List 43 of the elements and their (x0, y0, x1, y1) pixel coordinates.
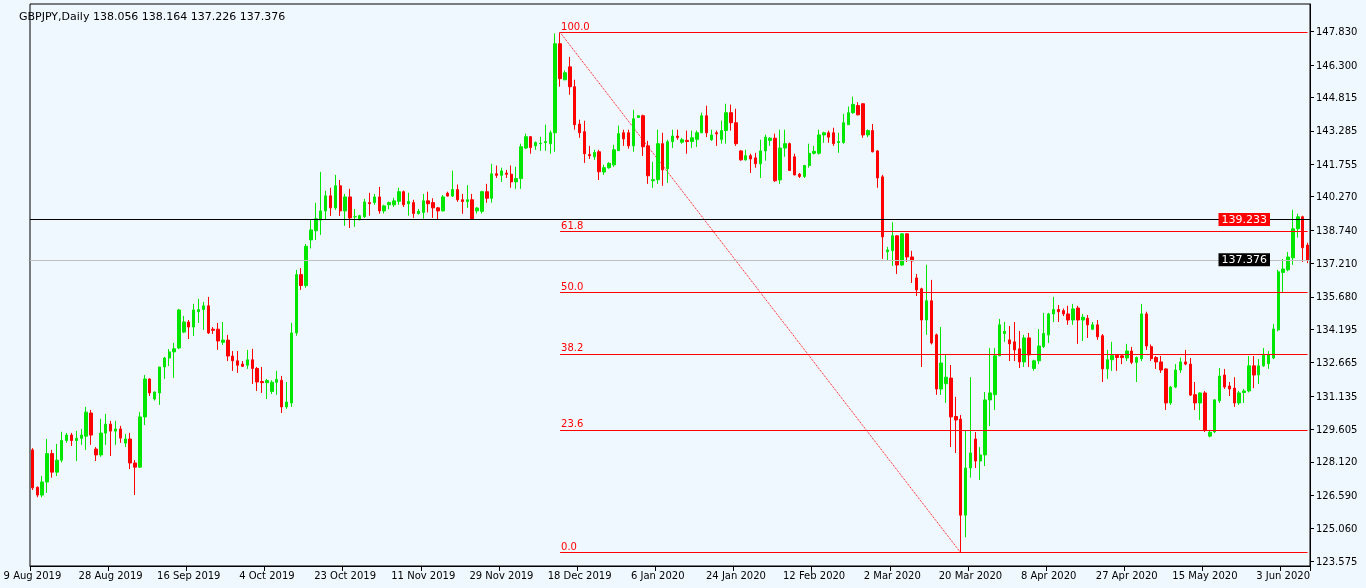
y-tick-label: 132.665 (1316, 357, 1358, 369)
ref-line-label: 137.376 (1221, 253, 1267, 267)
y-tick-label: 147.830 (1316, 26, 1358, 38)
annotation: 38.2 (561, 342, 584, 354)
x-tick-label: 20 Mar 2020 (938, 569, 1003, 581)
y-tick-label: 131.135 (1316, 390, 1358, 402)
y-tick-label: 144.815 (1316, 92, 1358, 104)
x-tick-label: 8 Apr 2020 (1020, 569, 1077, 581)
x-tick-label: 3 Jun 2020 (1256, 569, 1311, 581)
y-tick-label: 141.755 (1316, 158, 1358, 170)
y-tick-label: 128.120 (1316, 456, 1358, 468)
y-tick-label: 146.300 (1316, 59, 1358, 71)
y-tick-label: 134.195 (1316, 323, 1358, 335)
x-tick-label: 12 Feb 2020 (783, 569, 846, 581)
text: GBPJPY,Daily 138.056 138.164 137.226 137.376 (19, 10, 286, 23)
y-tick-label: 126.590 (1316, 489, 1358, 501)
y-tick-label: 137.210 (1316, 258, 1358, 269)
y-tick-label: 125.060 (1316, 523, 1358, 535)
x-tick-label: 29 Nov 2019 (469, 569, 534, 581)
ref-line-label: 139.233 (1221, 212, 1267, 226)
x-tick-label: 6 Jan 2020 (630, 569, 685, 581)
y-tick-label: 138.740 (1316, 224, 1358, 236)
y-tick-label: 129.605 (1316, 423, 1358, 435)
annotation: 50.0 (561, 281, 584, 293)
y-tick-label: 143.285 (1316, 125, 1358, 137)
annotation: 23.6 (561, 418, 584, 430)
annotation: 100.0 (561, 20, 590, 32)
y-tick-label: 140.270 (1316, 191, 1358, 203)
x-tick-label: 23 Oct 2019 (314, 569, 377, 581)
x-tick-label: 18 Dec 2019 (547, 569, 612, 581)
x-tick-label: 2 Mar 2020 (863, 569, 921, 581)
x-tick-label: 15 May 2020 (1172, 569, 1238, 581)
x-tick-label: 28 Aug 2019 (78, 569, 143, 581)
x-tick-label: 24 Jan 2020 (705, 569, 766, 581)
y-tick-label: 135.680 (1316, 291, 1358, 303)
x-tick-label: 16 Sep 2019 (157, 569, 221, 581)
annotation: 61.8 (561, 219, 584, 231)
x-tick-label: 4 Oct 2019 (239, 569, 295, 581)
annotation: 0.0 (561, 541, 577, 553)
y-tick-label: 123.575 (1316, 555, 1358, 567)
x-tick-label: 11 Nov 2019 (391, 569, 456, 581)
x-tick-label: 27 Apr 2020 (1095, 569, 1158, 581)
x-tick-label: 9 Aug 2019 (3, 569, 62, 581)
